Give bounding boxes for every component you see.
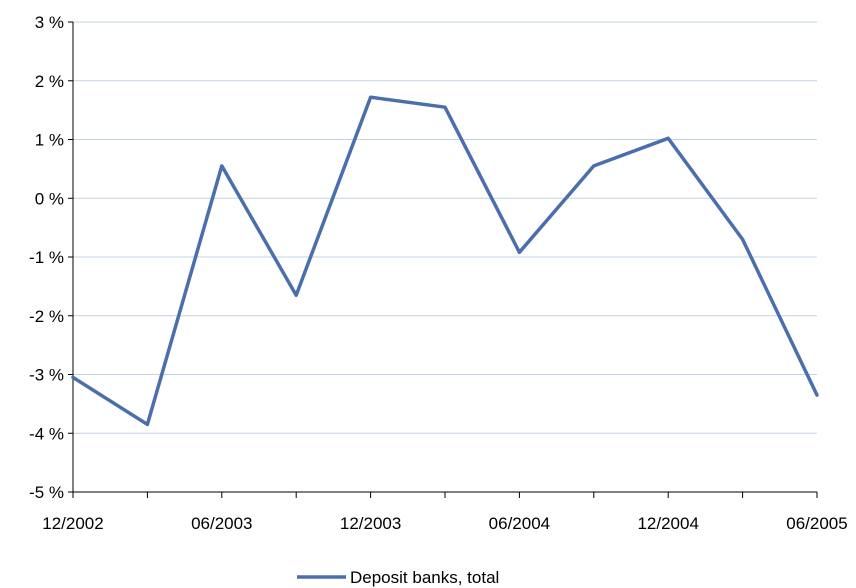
y-tick-label: 1 % bbox=[35, 131, 64, 150]
data-point bbox=[145, 422, 149, 426]
series-line bbox=[71, 95, 819, 427]
y-tick-label: 3 % bbox=[35, 13, 64, 32]
y-tick-label: -4 % bbox=[29, 424, 64, 443]
y-tick-label: -5 % bbox=[29, 483, 64, 502]
y-tick-label: -2 % bbox=[29, 307, 64, 326]
x-tick-label: 06/2004 bbox=[489, 514, 550, 533]
x-tick-label: 12/2002 bbox=[42, 514, 103, 533]
data-point bbox=[443, 105, 447, 109]
data-point bbox=[294, 293, 298, 297]
x-tick-label: 06/2003 bbox=[191, 514, 252, 533]
data-point bbox=[369, 95, 373, 99]
series bbox=[71, 95, 819, 427]
y-tick-labels: 3 % 2 % 1 % 0 % -1 % -2 % -3 % -4 % -5 % bbox=[29, 13, 73, 502]
x-tick-label: 12/2004 bbox=[637, 514, 698, 533]
y-tick-label: 0 % bbox=[35, 189, 64, 208]
legend-label: Deposit banks, total bbox=[350, 568, 499, 587]
y-tick-label: 2 % bbox=[35, 72, 64, 91]
y-tick-label: -3 % bbox=[29, 366, 64, 385]
x-tick-label: 12/2003 bbox=[340, 514, 401, 533]
data-point bbox=[592, 164, 596, 168]
x-tick-labels: 12/2002 06/2003 12/2003 06/2004 12/2004 06/20… bbox=[42, 492, 848, 533]
x-tick-label: 06/2005 bbox=[786, 514, 847, 533]
y-tick-label: -1 % bbox=[29, 248, 64, 267]
data-point bbox=[741, 237, 745, 241]
gridlines bbox=[73, 21, 817, 434]
legend: Deposit banks, total bbox=[297, 568, 499, 587]
data-point bbox=[517, 250, 521, 254]
data-point bbox=[220, 164, 224, 168]
data-point bbox=[666, 136, 670, 140]
data-point bbox=[71, 375, 75, 379]
data-point bbox=[815, 393, 819, 397]
